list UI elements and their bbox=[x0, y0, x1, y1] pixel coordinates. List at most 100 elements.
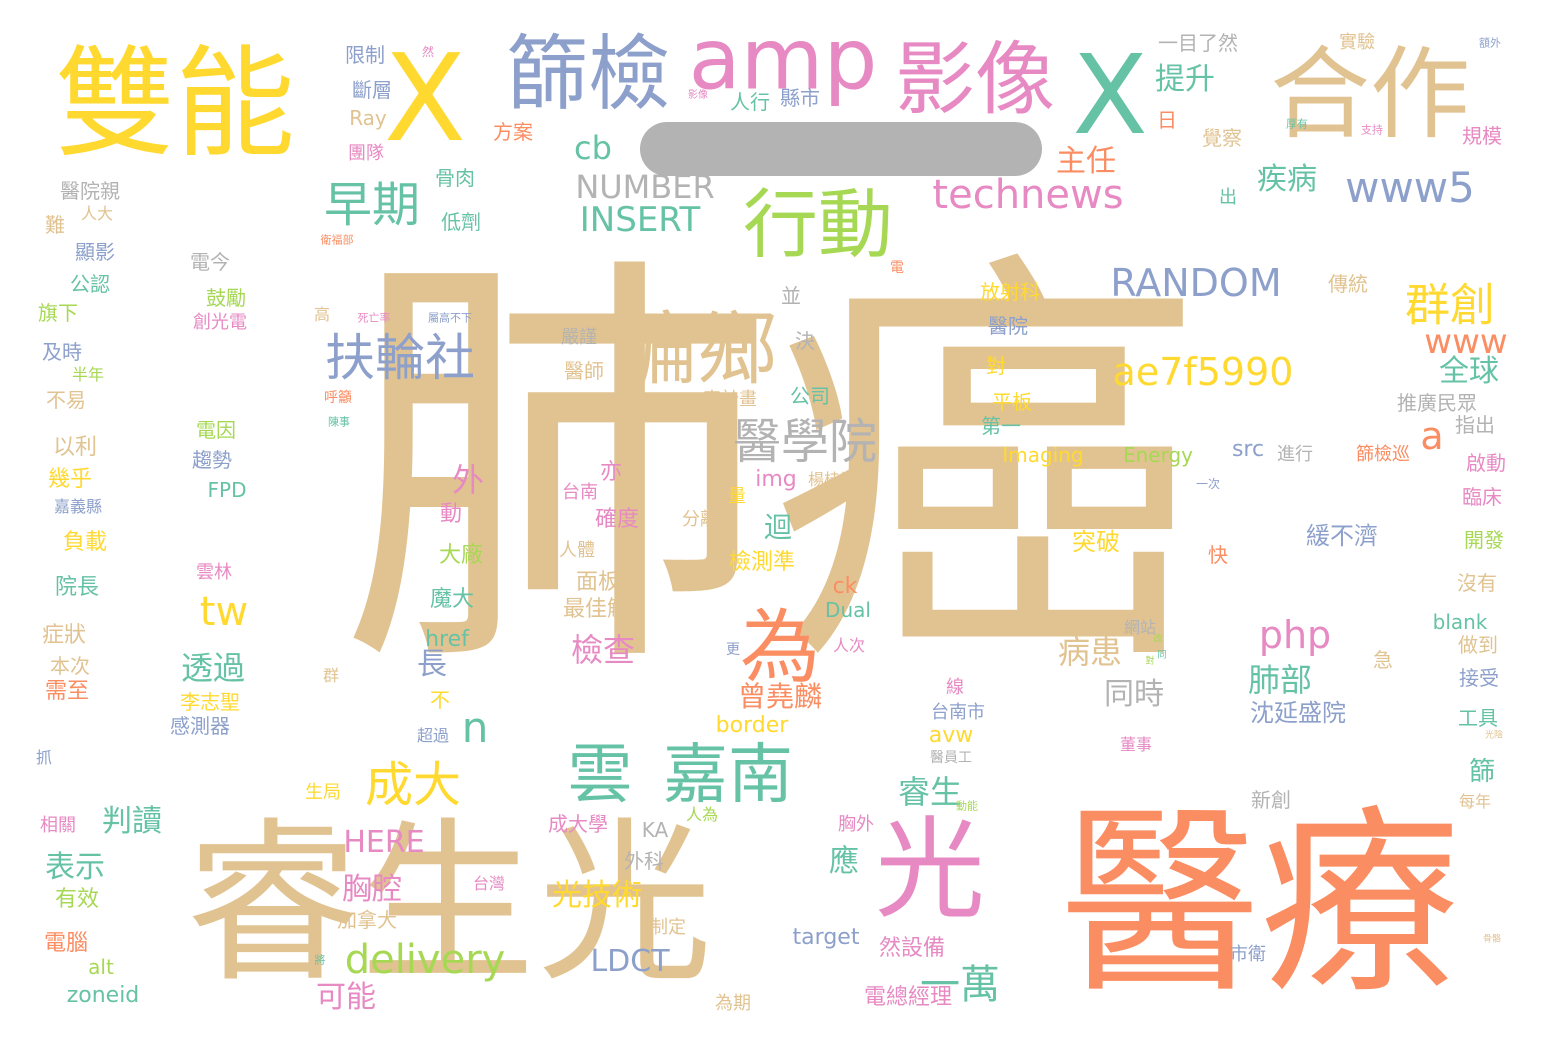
word-youxiao: 有效 bbox=[54, 887, 100, 912]
word-meinian: 每年 bbox=[1458, 792, 1492, 811]
word-ka: KA bbox=[641, 818, 669, 842]
word-diannao: 電腦 bbox=[43, 931, 89, 956]
word-here: HERE bbox=[343, 825, 425, 860]
word-shiyan: 實驗 bbox=[1339, 32, 1375, 53]
word-ruisheng-large: 睿生 bbox=[185, 803, 535, 1007]
word-ying: 應 bbox=[829, 844, 859, 879]
word-chengdaxue: 成大學 bbox=[548, 812, 608, 836]
word-shaijianxun: 篩檢巡 bbox=[1356, 444, 1410, 465]
word-moda: 魔大 bbox=[429, 587, 475, 612]
word-guimo: 規模 bbox=[1462, 124, 1502, 148]
word-yiliao: 醫療 bbox=[1059, 788, 1461, 1021]
word-gongsi: 公司 bbox=[790, 384, 830, 408]
word-dual: Dual bbox=[825, 598, 871, 622]
word-jianada: 加拿大 bbox=[337, 908, 397, 932]
word-xiangguan: 相關 bbox=[40, 815, 76, 836]
word-houyou: 厚有 bbox=[1286, 117, 1308, 131]
word-huanbuji: 緩不濟 bbox=[1306, 522, 1378, 550]
word-dachang: 大廠 bbox=[438, 543, 484, 568]
word-target: target bbox=[792, 925, 860, 950]
word-gongju: 工具 bbox=[1458, 706, 1498, 730]
word-ji: 急 bbox=[1373, 648, 1393, 672]
word-xuzhi: 需至 bbox=[44, 679, 90, 704]
word-yishi: 醫師 bbox=[564, 359, 604, 383]
word-guangjishu: 光技術 bbox=[552, 878, 642, 913]
word-renwei: 人為 bbox=[685, 805, 719, 824]
word-duanceng: 斷層 bbox=[352, 78, 392, 102]
word-ray: Ray bbox=[349, 106, 387, 130]
word-qun: 群 bbox=[322, 666, 340, 685]
word-n: n bbox=[461, 703, 489, 752]
word-jihu: 幾乎 bbox=[47, 467, 93, 492]
word-shuangneng: 雙能 bbox=[55, 35, 295, 174]
word-gancheqi: 感測器 bbox=[170, 714, 230, 738]
word-jinxing: 進行 bbox=[1277, 444, 1313, 465]
word-bannian: 半年 bbox=[71, 365, 105, 384]
word-ranshebei: 然設備 bbox=[878, 936, 946, 961]
word-weiqi: 為期 bbox=[715, 993, 751, 1014]
word-yimuliaoran: 一目了然 bbox=[1158, 31, 1238, 55]
word-insert: INSERT bbox=[579, 200, 701, 240]
word-zoneid: zoneid bbox=[66, 983, 140, 1008]
word-qixia: 旗下 bbox=[38, 301, 78, 325]
word-xianzhi: 限制 bbox=[345, 43, 385, 67]
word-hui: 迴 bbox=[763, 511, 793, 544]
word-href: href bbox=[425, 627, 469, 652]
redaction-bar bbox=[640, 122, 1042, 176]
word-blank: blank bbox=[1432, 610, 1488, 634]
word-fpd: FPD bbox=[207, 478, 247, 502]
word-tong: 同 bbox=[1157, 650, 1167, 661]
word-touguo: 透過 bbox=[180, 649, 246, 687]
word-tainanshi: 台南市 bbox=[931, 702, 985, 723]
word-pandu: 判讀 bbox=[102, 804, 162, 839]
word-diji: 低劑 bbox=[441, 210, 481, 234]
word-yici: 一次 bbox=[1195, 477, 1221, 491]
word-yiyuan: 醫院 bbox=[988, 314, 1028, 338]
word-xiongwai: 胸外 bbox=[838, 814, 874, 835]
word-kuai: 快 bbox=[1208, 543, 1228, 567]
word-feibu: 肺部 bbox=[1247, 661, 1313, 699]
word-technews: technews bbox=[932, 172, 1124, 218]
word-siwanglv: 死亡率 bbox=[357, 311, 391, 325]
word-yiwan: 一萬 bbox=[920, 962, 1000, 1008]
word-dian: 電 bbox=[890, 260, 904, 276]
word-yiyuanqin: 醫院親 bbox=[60, 179, 120, 203]
word-chengda: 成大 bbox=[364, 757, 462, 813]
word-zhua: 抓 bbox=[35, 748, 53, 767]
word-chenshi: 陳事 bbox=[328, 415, 350, 429]
word-ae7f5990: ae7f5990 bbox=[1112, 350, 1294, 394]
word-fenli: 分離 bbox=[682, 509, 718, 530]
word-liang: 量 bbox=[728, 486, 746, 507]
word-zhiding: 制定 bbox=[650, 917, 686, 938]
word-geng: 更 bbox=[726, 642, 740, 658]
word-avw: avw bbox=[928, 723, 974, 748]
word-jibing: 疾病 bbox=[1257, 162, 1317, 197]
word-guli: 鼓勵 bbox=[206, 286, 246, 310]
word-yiyuangong: 醫員工 bbox=[930, 750, 972, 766]
word-xianying: 顯影 bbox=[75, 240, 115, 264]
word-renci: 人次 bbox=[832, 636, 866, 655]
word-binghuan: 病患 bbox=[1057, 633, 1123, 671]
word-www5: www5 bbox=[1345, 163, 1475, 212]
word-shengju: 生局 bbox=[305, 782, 341, 803]
word-zhengzhuang: 症狀 bbox=[41, 623, 87, 648]
word-meiyou: 沒有 bbox=[1457, 571, 1497, 595]
word-bing: 並 bbox=[781, 284, 801, 308]
word-ri: 日 bbox=[1157, 108, 1177, 132]
word-feiai: 肺癌 bbox=[340, 220, 1200, 720]
word-jieshou: 接受 bbox=[1459, 666, 1499, 690]
word-jiayixian: 嘉義縣 bbox=[53, 497, 103, 516]
word-wai: 外 bbox=[451, 461, 485, 499]
word-hezuo: 合作 bbox=[1270, 36, 1470, 153]
word-renxing: 人行 bbox=[730, 90, 770, 114]
word-gai: 改 bbox=[1153, 634, 1163, 645]
word-jishi: 及時 bbox=[42, 340, 82, 364]
word-shiwei: 市衛 bbox=[1230, 944, 1266, 965]
word-dongneng: 動能 bbox=[956, 799, 978, 813]
word-biaoshi: 表示 bbox=[45, 850, 105, 885]
word-src: src bbox=[1231, 437, 1265, 462]
word-xingdong: 行動 bbox=[742, 180, 894, 269]
word-yuanzhang: 院長 bbox=[54, 575, 100, 600]
word-zhuren: 主任 bbox=[1056, 144, 1116, 179]
